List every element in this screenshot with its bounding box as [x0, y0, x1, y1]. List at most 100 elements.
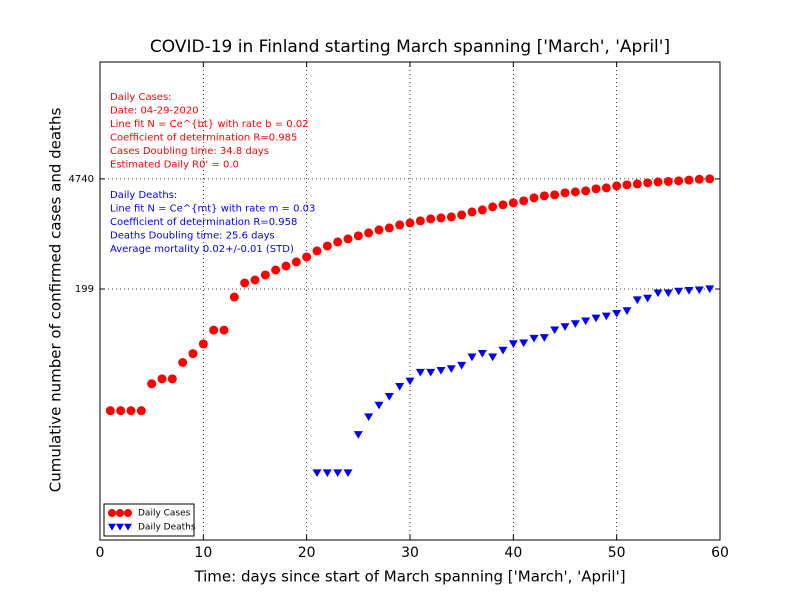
annotation: Coefficient of determination R=0.958: [110, 217, 297, 228]
data-point: [167, 374, 177, 384]
data-point: [260, 270, 270, 280]
data-point: [209, 325, 219, 335]
data-point: [281, 261, 291, 271]
data-point: [302, 252, 312, 262]
y-tick-label: 199: [75, 284, 94, 295]
data-point: [384, 392, 394, 401]
data-point: [343, 469, 353, 477]
data-point: [446, 365, 456, 373]
data-point: [477, 205, 487, 215]
legend-marker: [108, 509, 116, 517]
annotation: Date: 04-29-2020: [110, 106, 199, 117]
plot-frame: [99, 61, 721, 541]
data-point: [291, 257, 301, 267]
data-point: [550, 326, 560, 335]
data-point: [663, 289, 673, 298]
x-tick-label: 40: [504, 545, 522, 561]
data-point: [612, 310, 622, 318]
data-point: [498, 346, 508, 355]
x-tick-label: 0: [96, 545, 105, 561]
data-point: [653, 177, 663, 187]
data-point: [488, 202, 498, 212]
legend-marker: [116, 523, 124, 531]
legend-label: Daily Cases: [138, 509, 191, 519]
data-point: [312, 246, 322, 256]
data-point: [622, 307, 632, 315]
data-point: [570, 187, 580, 197]
data-point: [684, 287, 694, 295]
data-point: [436, 367, 446, 375]
data-point: [436, 213, 446, 223]
data-point: [426, 214, 436, 224]
data-point: [271, 265, 281, 275]
data-point: [240, 278, 250, 288]
data-point: [405, 377, 415, 386]
legend-marker: [108, 523, 116, 531]
y-tick-label: 4740: [69, 174, 94, 185]
data-point: [374, 225, 384, 235]
data-point: [467, 353, 477, 362]
data-point: [581, 186, 591, 196]
data-point: [519, 196, 529, 206]
data-point: [415, 216, 425, 226]
data-point: [322, 469, 332, 477]
data-point: [508, 198, 518, 208]
chart-title: COVID-19 in Finland starting March spann…: [150, 37, 670, 57]
data-point: [353, 431, 363, 439]
x-tick-label: 10: [194, 545, 212, 561]
data-point: [312, 469, 322, 477]
data-point: [694, 174, 704, 184]
data-point: [632, 179, 642, 189]
data-point: [663, 176, 673, 186]
data-point: [591, 184, 601, 194]
data-point: [198, 339, 208, 349]
data-point: [643, 178, 653, 188]
data-point: [684, 175, 694, 185]
data-point: [705, 285, 715, 294]
data-point: [178, 358, 188, 368]
data-point: [157, 374, 167, 384]
data-point: [105, 406, 115, 416]
data-point: [426, 368, 436, 377]
x-tick-label: 60: [711, 545, 729, 561]
data-point: [405, 218, 415, 228]
data-point: [457, 210, 467, 220]
data-point: [353, 231, 363, 241]
data-point: [188, 349, 198, 359]
annotation: Deaths Doubling time: 25.6 days: [110, 231, 275, 242]
data-point: [477, 350, 487, 358]
data-point: [250, 275, 260, 285]
data-point: [560, 323, 570, 331]
legend-label: Daily Deaths: [138, 523, 196, 533]
data-point: [622, 180, 632, 190]
data-point: [364, 413, 374, 422]
data-point: [147, 379, 157, 389]
data-point: [508, 340, 518, 348]
annotation: Cases Doubling time: 34.8 days: [110, 146, 269, 157]
annotation: Average mortality 0.02+/-0.01 (STD): [110, 244, 294, 255]
x-tick-label: 30: [401, 545, 419, 561]
legend-marker: [116, 509, 124, 517]
data-point: [529, 193, 539, 203]
data-point: [116, 406, 126, 416]
data-point: [643, 294, 653, 303]
data-point: [705, 174, 715, 184]
data-point: [674, 176, 684, 186]
annotation: Estimated Daily R0' = 0.0: [110, 160, 239, 171]
data-point: [219, 325, 229, 335]
data-point: [581, 317, 591, 326]
data-point: [415, 368, 425, 377]
data-point: [343, 234, 353, 244]
data-point: [333, 469, 343, 477]
data-point: [395, 382, 405, 391]
data-point: [539, 334, 549, 342]
data-point: [550, 190, 560, 200]
data-point: [560, 188, 570, 198]
annotation: Daily Deaths:: [110, 190, 177, 201]
legend-marker: [124, 523, 132, 531]
data-point: [126, 406, 136, 416]
data-point: [467, 207, 477, 217]
